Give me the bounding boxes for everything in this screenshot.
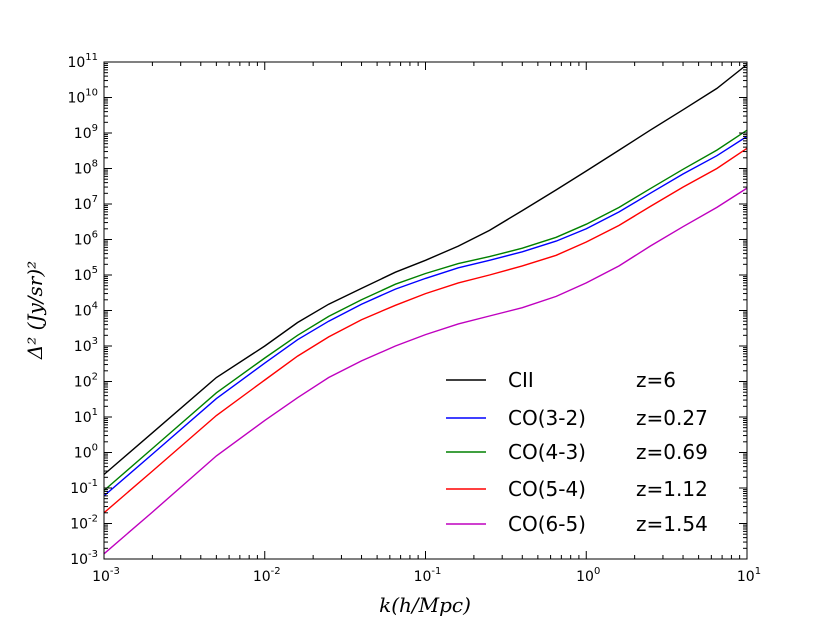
y-tick-label: 102 xyxy=(74,372,98,391)
legend-label: CO(6-5) xyxy=(508,512,586,536)
series-line-co-4-3- xyxy=(103,129,748,492)
legend-label: CO(4-3) xyxy=(508,440,586,464)
legend-label: CII xyxy=(508,368,534,392)
x-axis-label: k(h/Mpc) xyxy=(379,593,471,617)
series-line-co-3-2- xyxy=(103,135,748,497)
y-tick-label: 1010 xyxy=(67,88,98,107)
legend-label: CO(3-2) xyxy=(508,406,586,430)
y-tick-label: 107 xyxy=(74,194,98,213)
y-tick-label: 109 xyxy=(74,123,98,142)
y-tick-label: 10-1 xyxy=(70,478,98,497)
series-line-cii xyxy=(103,63,748,476)
legend-redshift: z=1.12 xyxy=(636,477,708,501)
y-tick-label: 108 xyxy=(74,159,98,178)
y-tick-label: 10-2 xyxy=(70,514,98,533)
y-tick-label: 103 xyxy=(74,336,98,355)
x-axis: 10-3 10-2 10-1 100 101 xyxy=(92,62,761,585)
legend-redshift: z=0.69 xyxy=(636,440,708,464)
y-tick-label: 106 xyxy=(74,230,98,249)
y-axis-label: Δ² (Jy/sr)² xyxy=(23,261,47,360)
legend-label: CO(5-4) xyxy=(508,477,586,501)
x-tick-label: 10-3 xyxy=(92,566,120,585)
y-tick-label: 1011 xyxy=(67,52,98,71)
y-axis: 10-3 10-2 10-1 100 101 102 103 104 105 106 107 108 1… xyxy=(67,52,747,568)
legend-redshift: z=1.54 xyxy=(636,512,708,536)
y-tick-label: 105 xyxy=(74,265,98,284)
series-layer xyxy=(103,63,748,555)
y-tick-label: 100 xyxy=(74,443,98,462)
x-tick-label: 101 xyxy=(737,566,761,585)
legend-redshift: z=6 xyxy=(636,368,676,392)
series-line-co-5-4- xyxy=(103,147,748,514)
y-tick-label: 104 xyxy=(74,301,98,320)
y-tick-label: 101 xyxy=(74,407,98,426)
series-line-co-6-5- xyxy=(103,187,748,555)
x-tick-label: 10-2 xyxy=(253,566,281,585)
x-tick-label: 10-1 xyxy=(414,566,442,585)
legend: CII z=6 CO(3-2) z=0.27 CO(4-3) z=0.69 CO(5-4) z… xyxy=(446,368,708,536)
x-tick-label: 100 xyxy=(576,566,600,585)
y-tick-label: 10-3 xyxy=(70,549,98,568)
legend-redshift: z=0.27 xyxy=(636,406,708,430)
